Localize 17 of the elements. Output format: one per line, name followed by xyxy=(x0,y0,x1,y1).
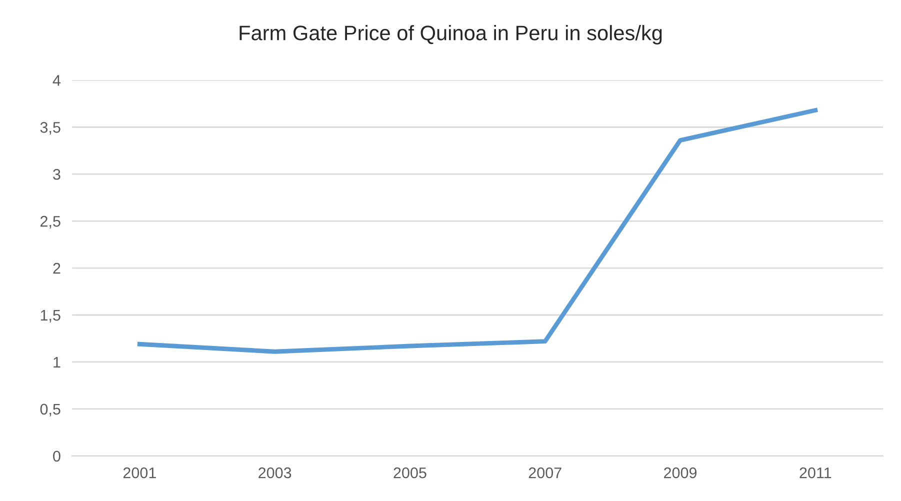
y-tick-label: 1,5 xyxy=(40,310,60,322)
x-tick-label: 2005 xyxy=(394,467,426,478)
y-tick-label: 4 xyxy=(52,75,61,86)
chart-title: Farm Gate Price of Quinoa in Peru in soles/kg xyxy=(240,25,662,44)
y-tick-label: 2 xyxy=(53,262,60,274)
x-tick-label: 2009 xyxy=(664,467,697,478)
y-tick-label: 0 xyxy=(53,450,60,462)
y-tick-label: 0,5 xyxy=(40,404,60,416)
y-tick-label: 1 xyxy=(54,357,60,368)
x-tick-label: 2011 xyxy=(800,467,832,478)
y-tick-label: 3 xyxy=(53,168,60,180)
x-tick-label: 2007 xyxy=(528,467,562,478)
line-series xyxy=(137,108,818,354)
x-tick-label: 2001 xyxy=(123,467,156,478)
x-tick-label: 2003 xyxy=(258,467,292,478)
y-tick-label: 2,5 xyxy=(40,216,60,229)
y-tick-label: 3,5 xyxy=(40,122,60,135)
